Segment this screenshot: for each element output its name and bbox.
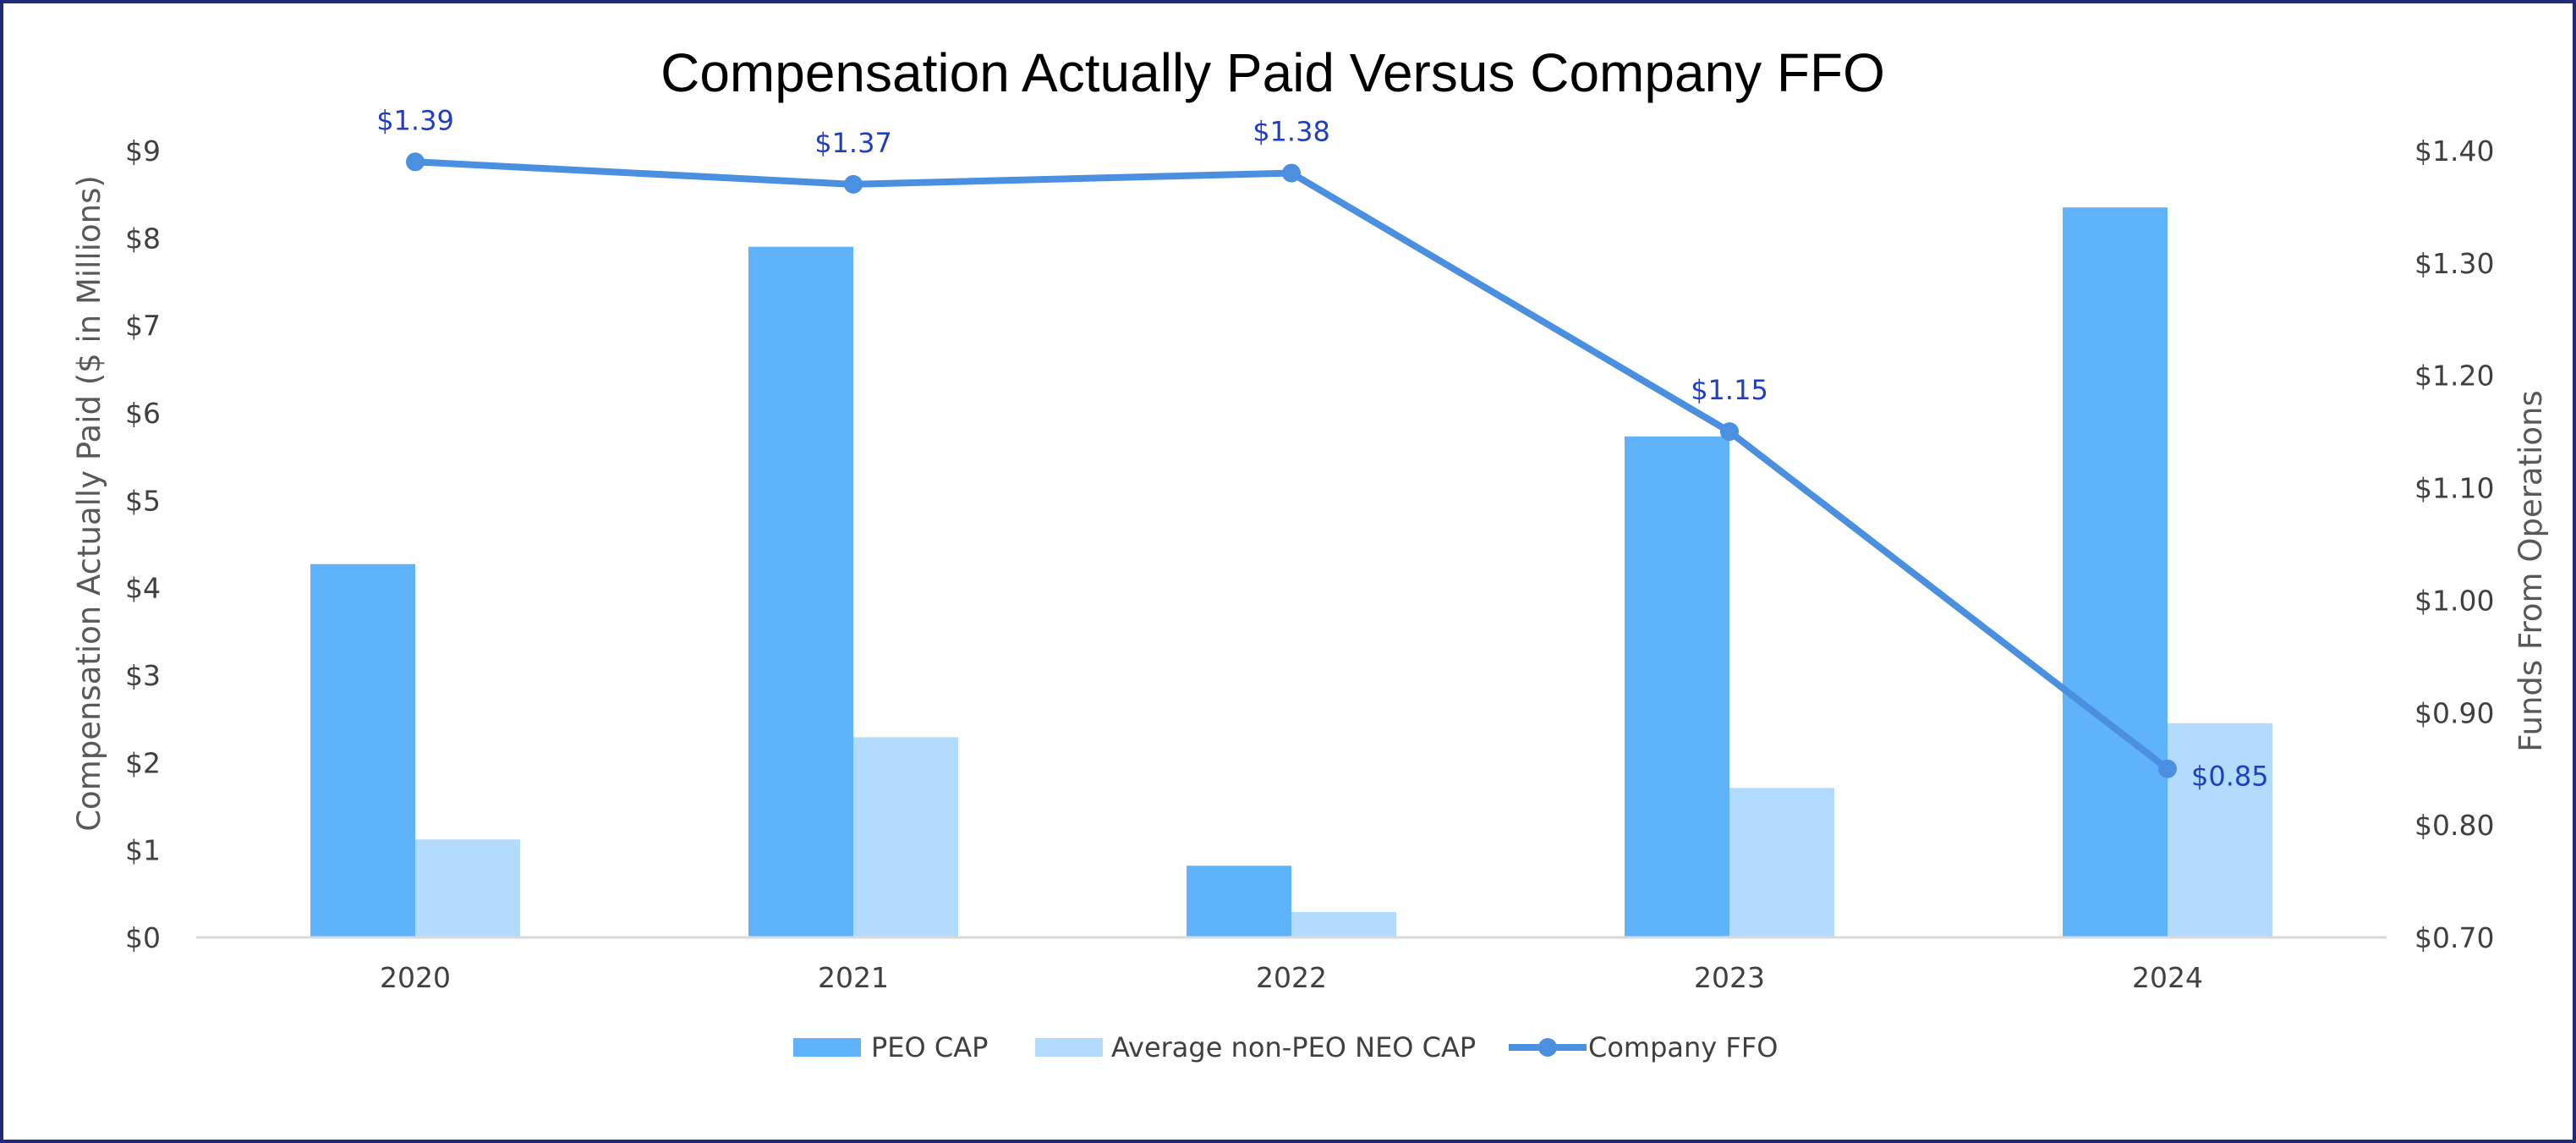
bar-series [310,207,2272,938]
peo-cap-bar [1625,436,1729,937]
x-tick-label: 2021 [818,961,889,994]
left-axis-ticks: $0 $1 $2 $3 $4 $5 $6 $7 $8 $9 [125,135,161,954]
left-tick-label: $4 [125,572,161,605]
legend-label-neo-cap: Average non-PEO NEO CAP [1111,1031,1476,1063]
peo-cap-bar [2063,207,2168,937]
legend-swatch-peo-cap [793,1038,861,1057]
right-tick-label: $0.70 [2414,921,2494,954]
ffo-data-label: $1.38 [1252,116,1330,148]
ffo-point [844,174,863,194]
left-tick-label: $5 [125,484,161,517]
neo-cap-bar [1291,912,1396,937]
ffo-data-label: $0.85 [2191,761,2269,793]
ffo-point [1282,163,1301,183]
left-tick-label: $2 [125,746,161,779]
neo-cap-bar [853,737,958,937]
legend-swatch-neo-cap [1035,1038,1103,1057]
neo-cap-bar [1729,788,1834,937]
right-tick-label: $1.10 [2414,472,2494,505]
left-tick-label: $9 [125,135,161,168]
right-tick-label: $1.00 [2414,584,2494,617]
ffo-point [1720,422,1739,442]
right-axis-ticks: $0.70 $0.80 $0.90 $1.00 $1.10 $1.20 $1.30 $1.40 [2414,135,2494,954]
ffo-point [2158,759,2177,778]
left-tick-label: $7 [125,310,161,343]
ffo-line [412,158,2171,772]
left-tick-label: $8 [125,222,161,255]
legend-label-peo-cap: PEO CAP [871,1031,988,1063]
left-tick-label: $3 [125,659,161,692]
x-tick-label: 2024 [2132,961,2203,994]
neo-cap-bar [415,839,520,937]
x-axis-ticks: 2020 2021 2022 2023 2024 [380,961,2203,994]
left-tick-label: $6 [125,397,161,430]
neo-cap-bar [2168,723,2272,937]
x-tick-label: 2020 [380,961,451,994]
right-tick-label: $0.80 [2414,809,2494,842]
legend-label-ffo: Company FFO [1588,1031,1778,1063]
right-tick-label: $1.20 [2414,360,2494,393]
chart-title: Compensation Actually Paid Versus Compan… [660,42,1885,103]
left-tick-label: $1 [125,834,161,867]
right-tick-label: $1.30 [2414,247,2494,280]
left-tick-label: $0 [125,921,161,954]
x-tick-label: 2022 [1256,961,1327,994]
left-axis-label: Compensation Actually Paid ($ in Million… [71,175,107,832]
right-tick-label: $0.90 [2414,696,2494,729]
ffo-line-series: $1.39 $1.37 $1.38 $1.15 $0.85 [376,104,2268,792]
right-tick-label: $1.40 [2414,135,2494,168]
peo-cap-bar [310,563,415,937]
legend: PEO CAP Average non-PEO NEO CAP Company FF… [793,1031,1778,1063]
ffo-point [406,152,425,172]
peo-cap-bar [1187,865,1291,937]
right-axis-label: Funds From Operations [2513,390,2549,752]
ffo-data-label: $1.37 [814,127,892,159]
x-tick-label: 2023 [1694,961,1765,994]
ffo-data-label: $1.15 [1691,374,1768,406]
peo-cap-bar [748,246,853,938]
ffo-data-label: $1.39 [376,104,454,136]
legend-swatch-ffo-marker [1538,1038,1557,1057]
